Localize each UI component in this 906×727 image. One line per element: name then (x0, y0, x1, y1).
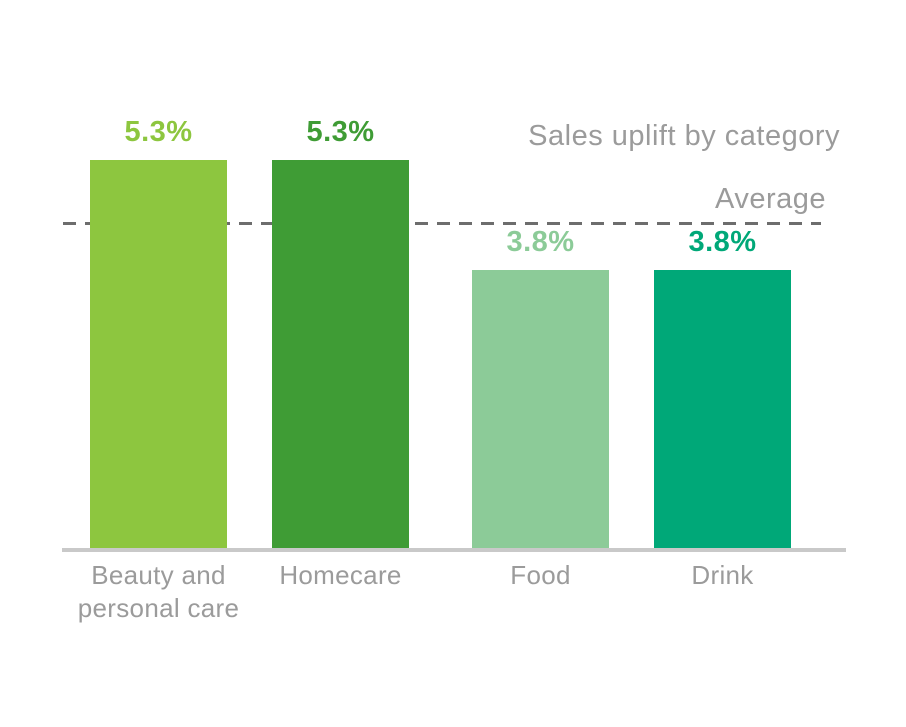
bar-4 (654, 270, 791, 550)
bar-value-label-3: 3.8% (506, 226, 575, 258)
category-label-2: Homecare (279, 560, 402, 590)
bar-1 (90, 160, 227, 550)
bar-2 (272, 160, 409, 550)
category-label-4: Drink (691, 560, 754, 590)
average-label: Average (715, 183, 826, 215)
category-label-1: Beauty and personal care (77, 560, 240, 623)
x-axis-line (62, 548, 846, 552)
average-dashed-line (63, 222, 821, 225)
bar-3 (472, 270, 609, 550)
bar-value-label-1: 5.3% (124, 116, 193, 148)
chart-title: Sales uplift by category (528, 120, 840, 152)
bar-value-label-4: 3.8% (688, 226, 757, 258)
bar-value-label-2: 5.3% (306, 116, 375, 148)
category-label-3: Food (510, 560, 571, 590)
